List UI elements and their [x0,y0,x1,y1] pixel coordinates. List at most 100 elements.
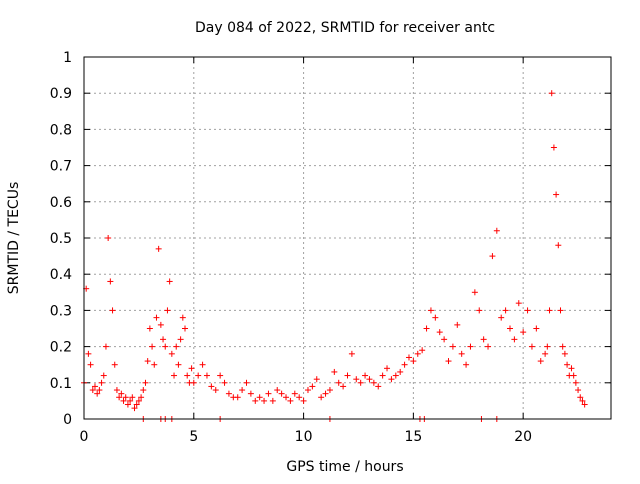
data-point [502,307,509,314]
data-point [122,394,129,401]
data-point [570,372,577,379]
data-points [81,90,588,422]
data-point [506,325,513,332]
data-point [89,387,96,394]
y-tick-label: 0.8 [50,122,72,138]
data-point [419,347,426,354]
y-tick-label: 0.3 [50,303,72,319]
plot-frame [83,56,612,420]
data-point [357,379,364,386]
data-point [142,379,149,386]
data-point [335,379,342,386]
data-point [322,390,329,397]
data-point [548,90,555,97]
data-point [344,372,351,379]
data-point [300,397,307,404]
data-point [175,361,182,368]
data-point [476,307,483,314]
data-point [392,372,399,379]
data-point [296,394,303,401]
data-point [252,397,259,404]
data-point [179,314,186,321]
data-point [544,343,551,350]
y-tick-label: 0.5 [50,231,72,247]
y-axis-label: SRMTID / TECUs [6,182,22,295]
x-axis-label: GPS time / hours [286,459,403,475]
data-point [146,325,153,332]
data-point [427,307,434,314]
data-point [441,336,448,343]
data-point [304,387,311,394]
data-point [498,314,505,321]
data-point [247,390,254,397]
data-point [94,390,101,397]
data-point [568,365,575,372]
data-point [436,329,443,336]
data-point [190,379,197,386]
data-point [546,307,553,314]
data-point [173,343,180,350]
data-point [221,379,228,386]
data-point [133,401,140,408]
data-point [375,383,382,390]
grid-lines [84,57,611,419]
data-point [555,242,562,249]
data-point [168,350,175,357]
data-point [564,361,571,368]
data-point [542,350,549,357]
data-point [120,397,127,404]
chart-title: Day 084 of 2022, SRMTID for receiver ant… [195,20,495,36]
x-tick-label: 5 [189,429,198,445]
data-point [274,387,281,394]
data-point [528,343,535,350]
data-point [269,397,276,404]
data-point [423,325,430,332]
data-point [261,397,268,404]
data-point [291,390,298,397]
data-point [467,343,474,350]
data-point [348,350,355,357]
data-point [397,368,404,375]
data-point [401,361,408,368]
y-tick-label: 0 [63,412,72,428]
data-point [199,361,206,368]
data-point [405,354,412,361]
data-point [91,383,98,390]
x-tick-label: 10 [295,429,313,445]
data-point [182,325,189,332]
data-point [309,383,316,390]
data-point [445,358,452,365]
data-point [572,379,579,386]
data-point [458,350,465,357]
data-point [203,372,210,379]
data-point [96,387,103,394]
data-point [116,394,123,401]
data-point [160,336,167,343]
data-point [366,376,373,383]
axis-ticks: 00.10.20.30.40.50.60.70.80.910 5 10 15 20 [50,50,611,445]
data-point [432,314,439,321]
data-point [561,350,568,357]
data-point [131,405,138,412]
data-point [225,390,232,397]
data-point [384,365,391,372]
data-point [107,278,114,285]
data-point [109,307,116,314]
data-point [537,358,544,365]
data-point [87,361,94,368]
data-point [553,191,560,198]
data-point [379,372,386,379]
data-point [485,343,492,350]
data-point [471,289,478,296]
data-point [188,365,195,372]
data-point [171,372,178,379]
y-tick-label: 0.1 [50,376,72,392]
data-point [511,336,518,343]
data-point [212,387,219,394]
x-tick-label: 0 [80,429,89,445]
data-point [313,376,320,383]
data-point [149,343,156,350]
x-tick-label: 15 [404,429,422,445]
data-point [166,278,173,285]
